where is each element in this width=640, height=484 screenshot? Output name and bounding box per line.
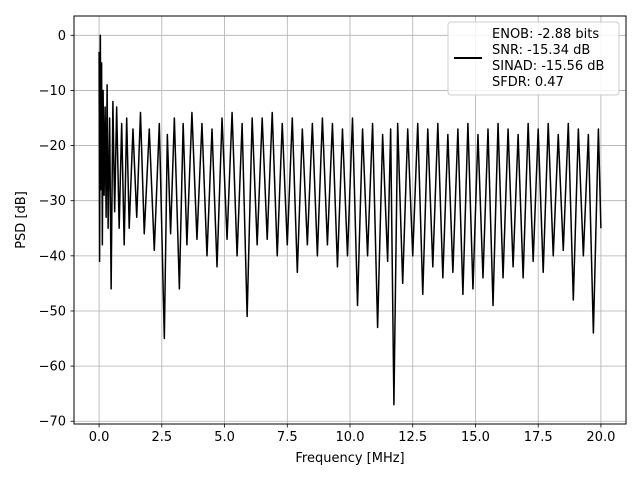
x-tick-label: 15.0 — [461, 430, 490, 445]
x-tick-label: 17.5 — [524, 430, 553, 445]
x-tick-label: 5.0 — [214, 430, 235, 445]
x-tick-label: 2.5 — [151, 430, 172, 445]
y-tick-label: −40 — [39, 249, 66, 264]
x-tick-label: 12.5 — [398, 430, 427, 445]
series-layer — [98, 34, 602, 406]
y-axis-label: PSD [dB] — [14, 191, 29, 249]
tick-marks — [70, 34, 602, 428]
y-tick-label: 0 — [58, 29, 66, 44]
y-tick-label: −50 — [39, 304, 66, 319]
legend-enob: ENOB: -2.88 bits — [492, 27, 599, 42]
x-tick-label: 0.0 — [89, 430, 110, 445]
x-tick-label: 7.5 — [277, 430, 298, 445]
y-tick-label: −10 — [39, 84, 66, 99]
psd-series-line — [98, 34, 602, 406]
y-tick-labels: 0 −10 −20 −30 −40 −50 −60 −70 — [39, 29, 66, 430]
y-tick-label: −60 — [39, 360, 66, 375]
legend-box — [447, 21, 620, 96]
y-tick-label: −70 — [39, 415, 66, 430]
legend-sfdr: SFDR: 0.47 — [492, 75, 564, 90]
x-tick-label: 10.0 — [336, 430, 365, 445]
x-axis-label: Frequency [MHz] — [295, 451, 404, 466]
legend-sinad: SINAD: -15.56 dB — [492, 59, 604, 74]
y-tick-label: −20 — [39, 139, 66, 154]
legend-snr: SNR: -15.34 dB — [492, 43, 590, 58]
y-tick-label: −30 — [39, 194, 66, 209]
x-tick-label: 20.0 — [586, 430, 615, 445]
legend: ENOB: -2.88 bits SNR: -15.34 dB SINAD: -… — [447, 21, 620, 96]
x-tick-labels: 0.0 2.5 5.0 7.5 10.0 12.5 15.0 17.5 20.0 — [89, 430, 616, 445]
